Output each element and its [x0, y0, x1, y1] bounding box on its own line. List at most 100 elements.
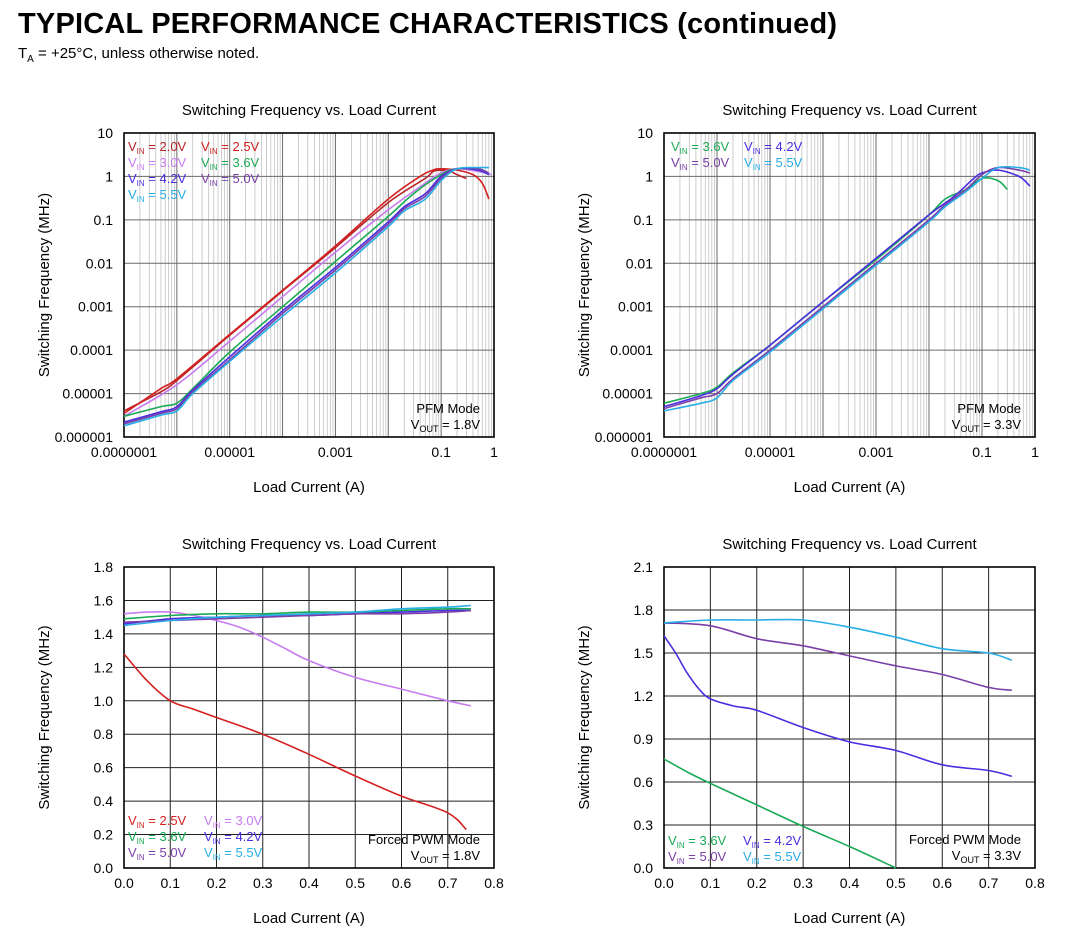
y-tick-label: 1.6	[94, 592, 114, 608]
legend-sub: IN	[680, 163, 688, 172]
legend-entry-3.6V: VIN = 3.6V	[201, 155, 260, 172]
y-tick-label: 1	[645, 168, 653, 184]
x-tick-label: 0.7	[438, 875, 458, 891]
legend-entry-4.2V: VIN = 4.2V	[744, 139, 803, 156]
subtitle-rest: = +25°C, unless otherwise noted.	[33, 45, 260, 62]
y-tick-label: 0.6	[634, 774, 654, 790]
vout-v: V	[411, 417, 420, 432]
y-tick-label: 0.9	[634, 731, 654, 747]
x-tick-label: 0.5	[346, 875, 366, 891]
vout-value: = 3.3V	[979, 848, 1021, 863]
subtitle-t: T	[18, 45, 28, 62]
page-subtitle: TA = +25°C, unless otherwise noted.	[18, 45, 259, 65]
vout-value: = 3.3V	[979, 417, 1021, 432]
series-line-5.5V	[663, 165, 1031, 412]
legend-v: V	[671, 139, 680, 154]
y-tick-label: 0.1	[634, 212, 654, 228]
x-tick-label: 0.3	[253, 875, 273, 891]
plot-frame	[663, 566, 1036, 869]
x-axis-label: Load Current (A)	[794, 910, 906, 927]
legend-sub: IN	[213, 837, 221, 846]
legend-v: V	[128, 829, 137, 844]
x-tick-label: 0.4	[299, 875, 319, 891]
x-tick-label: 0.4	[840, 875, 860, 891]
legend-label: = 5.5V	[761, 155, 803, 170]
y-tick-label: 0.4	[94, 793, 114, 809]
vout-annotation: VOUT = 3.3V	[952, 848, 1022, 865]
legend-entry-2.5V: VIN = 2.5V	[128, 813, 187, 830]
legend-entry-5.0V: VIN = 5.0V	[671, 155, 730, 172]
y-tick-label: 10	[97, 125, 113, 141]
legend-sub: IN	[137, 179, 145, 188]
chart-title: Switching Frequency vs. Load Current	[722, 102, 977, 119]
x-axis-label: Load Current (A)	[253, 910, 365, 927]
y-tick-label: 1.0	[94, 693, 114, 709]
mode-annotation: Forced PWM Mode	[909, 832, 1021, 847]
legend-label: = 5.0V	[685, 849, 727, 864]
y-tick-label: 1.5	[634, 645, 654, 661]
legend-sub: IN	[752, 857, 760, 866]
x-tick-label: 0.001	[318, 444, 353, 460]
y-tick-label: 1.8	[94, 559, 114, 575]
series-line-5.5V	[123, 166, 489, 427]
series-line-4.2V	[663, 169, 1031, 408]
y-tick-label: 0.1	[94, 212, 114, 228]
legend-label: = 2.0V	[145, 139, 187, 154]
legend-sub: IN	[213, 821, 221, 830]
legend-v: V	[201, 171, 210, 186]
legend-v: V	[128, 845, 137, 860]
series-line-5.0V	[663, 166, 1031, 410]
x-tick-label: 0.6	[933, 875, 953, 891]
legend-v: V	[668, 833, 677, 848]
y-tick-label: 1.8	[634, 602, 654, 618]
y-tick-label: 0.00001	[602, 386, 653, 402]
series-line-2.0V	[123, 169, 467, 412]
legend-sub: IN	[210, 179, 218, 188]
legend-v: V	[128, 187, 137, 202]
chart-title: Switching Frequency vs. Load Current	[182, 536, 437, 553]
legend-entry-3.6V: VIN = 3.6V	[671, 139, 730, 156]
legend-entry-5.0V: VIN = 5.0V	[201, 171, 260, 188]
legend-v: V	[128, 139, 137, 154]
legend-label: = 5.5V	[760, 849, 802, 864]
legend-entry-5.5V: VIN = 5.5V	[128, 187, 187, 204]
legend-label: = 5.5V	[221, 845, 263, 860]
x-tick-label: 0.1	[431, 444, 451, 460]
vout-v: V	[411, 848, 420, 863]
legend-label: = 3.0V	[145, 155, 187, 170]
legend-label: = 4.2V	[145, 171, 187, 186]
legend-label: = 3.6V	[218, 155, 260, 170]
legend-entry-2.5V: VIN = 2.5V	[201, 139, 260, 156]
y-tick-label: 1.4	[94, 626, 114, 642]
legend-sub: IN	[137, 837, 145, 846]
vout-value: = 1.8V	[438, 848, 480, 863]
page-title: TYPICAL PERFORMANCE CHARACTERISTICS (con…	[18, 8, 838, 40]
vout-annotation: VOUT = 1.8V	[411, 417, 481, 434]
legend-entry-5.0V: VIN = 5.0V	[668, 849, 727, 866]
chart-title: Switching Frequency vs. Load Current	[182, 102, 437, 119]
legend-v: V	[744, 139, 753, 154]
x-tick-label: 0.001	[858, 444, 893, 460]
y-tick-label: 1	[105, 168, 113, 184]
x-tick-label: 1	[1031, 444, 1039, 460]
x-tick-label: 0.8	[484, 875, 504, 891]
series-line-3.6V	[123, 607, 471, 620]
legend-entry-4.2V: VIN = 4.2V	[743, 833, 802, 850]
y-tick-label: 0.01	[86, 255, 113, 271]
legend-v: V	[204, 829, 213, 844]
legend-entry-2.0V: VIN = 2.0V	[128, 139, 187, 156]
y-tick-label: 0.001	[78, 299, 113, 315]
subtitle-sub: A	[27, 54, 34, 65]
x-tick-label: 0.0000001	[91, 444, 157, 460]
vout-sub: OUT	[419, 424, 439, 434]
vout-annotation: VOUT = 1.8V	[411, 848, 481, 865]
mode-annotation: Forced PWM Mode	[368, 832, 480, 847]
mode-annotation: PFM Mode	[957, 401, 1021, 416]
legend-v: V	[128, 155, 137, 170]
legend-v: V	[128, 813, 137, 828]
legend-sub: IN	[137, 821, 145, 830]
x-tick-label: 0.0	[654, 875, 674, 891]
x-tick-label: 0.7	[979, 875, 999, 891]
